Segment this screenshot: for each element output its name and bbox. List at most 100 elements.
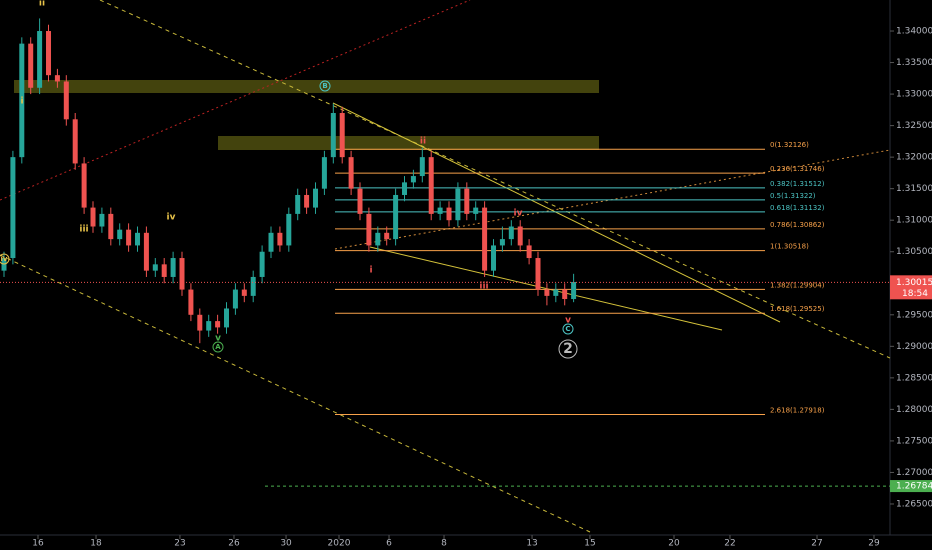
wave-circle: [212, 341, 224, 353]
x-tick-label: 13: [526, 539, 537, 549]
fib-label: 0.618(1.31132): [770, 204, 825, 212]
y-tick-label: 1.31000: [896, 216, 932, 226]
candle-body: [152, 264, 158, 271]
candle-body: [37, 31, 43, 88]
candle-body: [455, 188, 461, 221]
candle-body: [117, 229, 123, 240]
candle-body: [482, 207, 488, 271]
candle-body: [19, 43, 25, 158]
x-tick-label: 2020: [328, 539, 351, 549]
y-tick-label: 1.27000: [896, 468, 932, 478]
y-tick-label: 1.32500: [896, 121, 932, 131]
candle-body: [410, 176, 416, 183]
candle-body: [206, 321, 212, 331]
candle-body: [232, 289, 238, 309]
candle-body: [295, 194, 301, 214]
candle-body: [339, 113, 345, 158]
candle-body: [126, 229, 132, 246]
candle-body: [28, 43, 34, 88]
wave-label: iii: [79, 225, 88, 235]
candle-body: [63, 81, 69, 120]
fib-label: 1.618(1.29525): [770, 305, 825, 313]
candle-body: [250, 276, 256, 296]
alert-label: 1.26784: [896, 482, 932, 492]
candle-body: [330, 113, 336, 158]
candle-body: [544, 289, 550, 296]
candle-body: [357, 188, 363, 214]
candle-body: [241, 289, 247, 296]
x-tick-label: 20: [668, 539, 680, 549]
plot-area: [0, 0, 891, 533]
wave-circle: [0, 253, 10, 265]
y-tick-label: 1.33500: [896, 58, 932, 68]
wave-label: A: [215, 343, 221, 351]
candle-body: [304, 194, 310, 208]
wave-circle: [558, 339, 578, 359]
x-tick-label: 26: [228, 539, 240, 549]
candle-body: [402, 182, 408, 195]
trend-line: [369, 246, 723, 331]
candle-body: [437, 207, 443, 214]
candle-body: [224, 308, 230, 328]
candle-body: [259, 251, 265, 277]
candle-body: [571, 282, 577, 300]
x-tick-label: 16: [32, 539, 44, 549]
x-tick-label: 29: [868, 539, 880, 549]
candle-body: [553, 289, 559, 296]
alert-box: [890, 480, 932, 493]
x-tick-label: 27: [811, 539, 822, 549]
y-tick-label: 1.30500: [896, 247, 932, 257]
candle-body: [99, 213, 105, 227]
last-price-label: 1.30015: [896, 278, 932, 288]
wave-label: 2: [563, 341, 573, 357]
wave-circle: [319, 80, 331, 92]
candle-body: [464, 188, 470, 214]
candle-body: [321, 157, 327, 189]
candle-body: [393, 194, 399, 240]
wave-label: ii: [420, 137, 426, 147]
wave-label: i: [20, 97, 23, 107]
zone: [14, 80, 599, 93]
x-tick-label: 30: [280, 539, 292, 549]
y-tick-label: 1.28500: [896, 373, 932, 383]
candle-body: [161, 264, 167, 277]
wave-label: B: [322, 82, 327, 90]
fib-label: 0.236(1.31746): [770, 165, 825, 173]
y-tick-label: 1.34000: [896, 27, 932, 37]
candle-body: [508, 226, 514, 240]
y-tick-label: 1.29000: [896, 342, 932, 352]
y-tick-label: 1.32000: [896, 153, 932, 163]
candle-body: [375, 232, 381, 246]
countdown: 18:54: [902, 289, 928, 299]
candle-body: [268, 232, 274, 252]
candle-body: [517, 226, 523, 246]
candle-body: [535, 258, 541, 290]
candle-body: [10, 157, 16, 259]
fib-label: 1(1.30518): [770, 243, 809, 251]
x-tick-label: 6: [386, 539, 392, 549]
trend-line: [0, 0, 471, 201]
candle-body: [384, 232, 390, 240]
candle-body: [135, 232, 141, 246]
candle-body: [90, 207, 96, 227]
candle-body: [46, 31, 52, 76]
fib-label: 0.5(1.31322): [770, 192, 816, 200]
y-tick-label: 1.31500: [896, 184, 932, 194]
last-price-box: [890, 275, 932, 300]
fib-label: 0(1.32126): [770, 141, 809, 149]
candle-body: [446, 207, 452, 221]
candle-body: [286, 213, 292, 246]
wave-label: ii: [39, 0, 45, 9]
x-tick-label: 8: [441, 539, 447, 549]
wave-label: v: [565, 316, 571, 326]
candle-body: [277, 232, 283, 246]
candle-body: [428, 157, 434, 214]
y-tick-label: 1.27500: [896, 436, 932, 446]
candle-body: [54, 75, 60, 82]
y-tick-label: 1.26500: [896, 499, 932, 509]
trend-line: [332, 102, 781, 323]
candle-body: [143, 232, 149, 271]
x-tick-label: 23: [174, 539, 185, 549]
candle-body: [562, 289, 568, 300]
